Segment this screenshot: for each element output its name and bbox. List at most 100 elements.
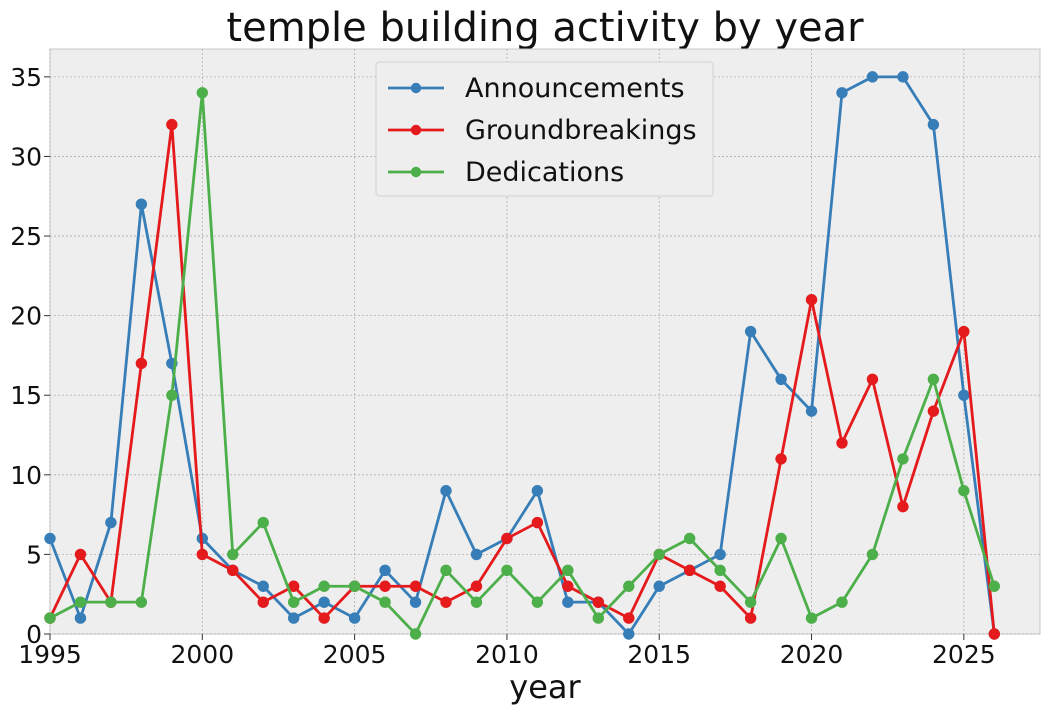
series-2-point-2 (105, 596, 117, 608)
series-2-point-16 (531, 596, 544, 608)
series-1-point-23 (744, 612, 757, 624)
series-0-point-26 (836, 87, 848, 99)
series-1-point-11 (379, 580, 391, 592)
x-tick-label-6: 2025 (932, 640, 996, 669)
series-1-point-25 (805, 294, 818, 306)
series-2-point-29 (927, 373, 940, 386)
series-line-0 (48, 75, 996, 636)
x-tick-label-2: 2005 (323, 640, 387, 669)
series-1-point-31 (988, 628, 1001, 640)
series-1-point-22 (714, 580, 726, 592)
series-0-point-3 (135, 198, 148, 210)
x-tick-label-1: 2000 (170, 640, 234, 669)
legend-box (375, 61, 714, 197)
series-2-point-18 (592, 612, 605, 624)
series-1-point-21 (683, 564, 696, 577)
series-layer (44, 71, 1001, 640)
series-2-point-28 (897, 453, 909, 465)
y-tick-label-4: 20 (10, 302, 42, 331)
series-line-2 (48, 91, 996, 636)
legend-marker-2 (410, 166, 422, 178)
series-0-point-11 (379, 564, 391, 577)
x-axis-label: year (509, 668, 581, 706)
chart-title: temple building activity by year (226, 5, 864, 51)
series-1-point-1 (74, 548, 87, 561)
series-1-point-27 (866, 373, 879, 386)
series-0-point-28 (897, 71, 909, 83)
series-2-point-12 (409, 628, 422, 640)
series-1-point-15 (501, 532, 513, 545)
series-0-point-25 (805, 405, 818, 417)
y-tick-label-5: 25 (10, 222, 42, 251)
series-0-point-27 (866, 71, 879, 83)
series-0-point-17 (562, 596, 574, 608)
series-2-point-14 (470, 596, 483, 608)
series-2-point-3 (135, 596, 148, 608)
series-0-point-16 (531, 485, 544, 497)
series-2-point-9 (318, 580, 330, 592)
x-tick-label-4: 2015 (627, 640, 691, 669)
x-tick-label-5: 2020 (780, 640, 844, 669)
legend: Announcements Groundbreakings Dedications (375, 61, 714, 197)
series-2-point-1 (74, 596, 87, 608)
legend-label-2: Dedications (465, 157, 624, 188)
series-1-point-29 (927, 405, 940, 417)
series-2-point-0 (44, 612, 56, 624)
legend-marker-0 (410, 82, 422, 94)
series-1-point-24 (775, 453, 787, 465)
series-1-point-7 (257, 596, 269, 608)
series-0-point-29 (927, 118, 940, 131)
series-2-point-7 (257, 516, 269, 529)
series-0-point-23 (744, 325, 757, 338)
series-1-point-5 (196, 548, 209, 561)
series-1-point-14 (470, 580, 483, 592)
series-2-point-26 (836, 596, 848, 608)
series-0-point-19 (623, 628, 635, 640)
axis-layer: 1995 2000 2005 2010 2015 2020 2025051015202530… (10, 63, 995, 669)
x-tick-label-0: 1995 (18, 640, 82, 669)
series-0-point-8 (287, 612, 300, 624)
series-1-point-18 (592, 596, 605, 608)
series-0-point-30 (958, 389, 970, 401)
y-tick-label-7: 35 (10, 63, 42, 92)
legend-label-1: Groundbreakings (465, 115, 697, 146)
series-0-point-24 (775, 373, 787, 386)
series-2-point-22 (714, 564, 726, 577)
y-tick-label-0: 0 (26, 620, 42, 649)
series-0-point-10 (348, 612, 361, 624)
series-2-point-31 (988, 580, 1001, 592)
series-2-point-24 (775, 532, 787, 545)
series-1-point-28 (897, 500, 909, 513)
series-2-point-11 (379, 596, 391, 608)
series-1-point-3 (135, 357, 148, 370)
series-2-point-6 (227, 548, 239, 561)
series-0-point-1 (74, 612, 87, 624)
series-2-point-15 (501, 564, 513, 577)
series-1-point-6 (227, 564, 239, 577)
series-0-point-22 (714, 548, 726, 561)
series-2-point-19 (623, 580, 635, 592)
legend-marker-1 (410, 124, 422, 136)
series-1-point-12 (409, 580, 422, 592)
series-2-point-23 (744, 596, 757, 608)
series-1-point-4 (166, 118, 178, 131)
series-1-point-17 (562, 580, 574, 592)
y-tick-label-6: 30 (10, 142, 42, 171)
y-tick-label-1: 5 (26, 540, 42, 569)
y-tick-label-2: 10 (10, 461, 42, 490)
series-2-point-30 (958, 485, 970, 497)
series-2-point-8 (287, 596, 300, 608)
series-0-point-12 (409, 596, 422, 608)
series-0-point-14 (470, 548, 483, 561)
series-1-point-16 (531, 516, 544, 529)
series-0-point-2 (105, 516, 117, 529)
series-0-point-7 (257, 580, 269, 592)
series-2-point-25 (805, 612, 818, 624)
series-1-point-19 (623, 612, 635, 624)
series-2-point-10 (348, 580, 361, 592)
series-1-point-13 (440, 596, 452, 608)
series-2-point-4 (166, 389, 178, 401)
series-0-point-0 (44, 532, 56, 545)
